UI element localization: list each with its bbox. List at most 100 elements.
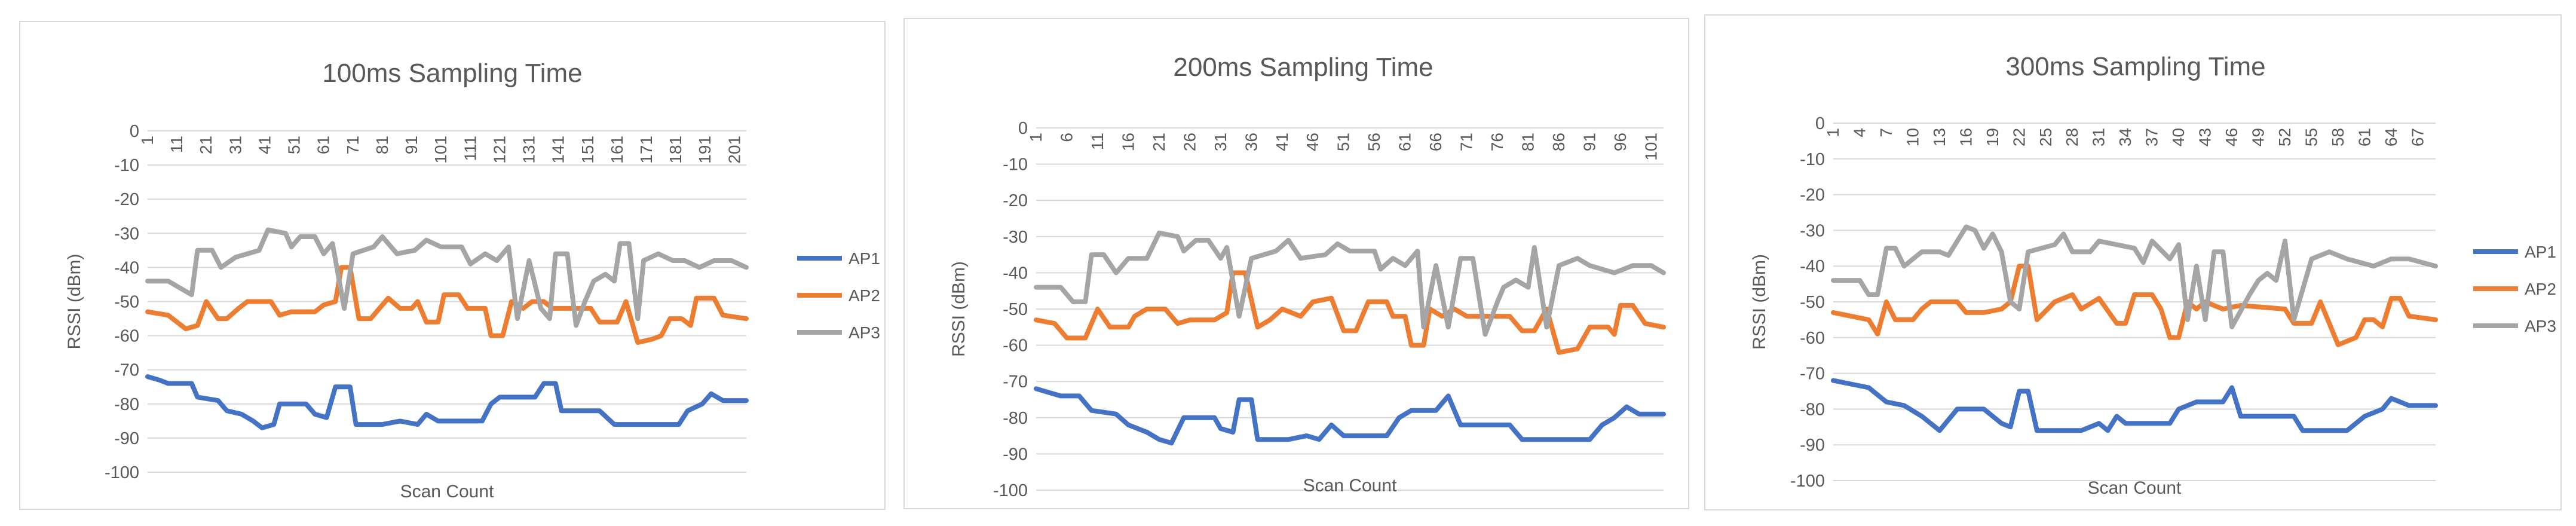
- y-tick-label: -50: [114, 293, 139, 312]
- x-tick-label: 16: [1956, 128, 1975, 146]
- series-line-ap1: [145, 374, 749, 430]
- x-tick-label: 101: [431, 136, 450, 164]
- x-tick-label: 1: [138, 136, 157, 145]
- y-tick-label: -90: [114, 429, 139, 448]
- x-tick-label: 101: [1641, 133, 1660, 161]
- x-tick-label: 21: [1150, 133, 1168, 151]
- x-tick-label: 151: [578, 136, 597, 164]
- x-tick-label: 58: [2329, 128, 2347, 146]
- chart-panel-300ms: 300ms Sampling Time 0 -10 -20 -30 -40 -50 -60 -7…: [1704, 14, 2562, 510]
- x-axis-label: Scan Count: [1303, 476, 1397, 496]
- chart-panel-100ms: 100ms Sampling Time 0 -10 -20 -30 -40 -50 -60 -7…: [19, 21, 886, 510]
- legend-label: AP3: [2525, 317, 2556, 335]
- legend-label: AP2: [2525, 280, 2556, 298]
- x-tick-label: 51: [285, 136, 304, 154]
- x-tick-label: 111: [461, 136, 479, 161]
- x-tick-label: 64: [2382, 128, 2400, 146]
- x-tick-label: 6: [1057, 133, 1076, 142]
- y-tick-label: -10: [1003, 155, 1028, 175]
- legend-label: AP1: [2525, 243, 2556, 261]
- x-tick-label: 11: [1088, 133, 1107, 150]
- x-tick-label: 51: [1334, 133, 1353, 151]
- y-tick-label: -20: [1003, 191, 1028, 210]
- x-tick-label: 16: [1119, 133, 1137, 151]
- chart-title: 300ms Sampling Time: [2005, 52, 2265, 81]
- x-tick-label: 52: [2275, 128, 2294, 146]
- y-tick-label: 0: [130, 122, 139, 141]
- x-tick-label: 41: [1273, 133, 1291, 151]
- y-tick-label: 0: [1018, 119, 1028, 138]
- y-axis-label: RSSI (dBm): [1750, 254, 1769, 350]
- y-tick-label: 0: [1815, 114, 1825, 133]
- y-tick-label: -60: [1800, 329, 1825, 348]
- y-tick-label: -100: [993, 481, 1028, 500]
- y-tick-label: -70: [114, 361, 139, 380]
- y-tick-label: -80: [1003, 409, 1028, 428]
- x-tick-label: 22: [2010, 128, 2028, 146]
- y-tick-label: -90: [1800, 436, 1825, 455]
- y-tick-label: -100: [1790, 472, 1825, 491]
- x-tick-label: 66: [1426, 133, 1445, 151]
- x-tick-label: 11: [167, 136, 186, 153]
- y-tick-label: -20: [1800, 186, 1825, 205]
- chart-panel-200ms: 200ms Sampling Time 0 -10 -20 -30 -40 -50 -60 -7…: [903, 18, 1689, 509]
- x-tick-label: 36: [1242, 133, 1260, 151]
- x-tick-label: 34: [2116, 128, 2134, 146]
- y-tick-label: -60: [1003, 337, 1028, 356]
- x-tick-label: 91: [402, 136, 421, 154]
- chart-title: 200ms Sampling Time: [1173, 53, 1433, 82]
- x-tick-label: 40: [2169, 128, 2188, 146]
- y-tick-label: -40: [1800, 257, 1825, 276]
- x-tick-label: 31: [1211, 133, 1230, 151]
- y-tick-label: -90: [1003, 445, 1028, 464]
- y-tick-label: -10: [114, 156, 139, 175]
- legend-label: AP1: [849, 249, 880, 268]
- x-tick-label: 61: [1396, 133, 1414, 151]
- y-tick-label: -30: [1003, 228, 1028, 247]
- x-axis-label: Scan Count: [400, 482, 494, 501]
- x-tick-label: 26: [1180, 133, 1199, 151]
- x-tick-label: 41: [255, 136, 274, 154]
- x-tick-label: 96: [1611, 133, 1629, 151]
- series-line-ap1: [1034, 386, 1666, 446]
- x-tick-label: 49: [2249, 128, 2268, 146]
- x-tick-label: 121: [490, 136, 509, 164]
- y-tick-label: -20: [114, 190, 139, 209]
- chart-svg-200ms: 200ms Sampling Time 0 -10 -20 -30 -40 -50 -60 -7…: [949, 53, 1666, 500]
- series-line-ap3: [1034, 230, 1666, 337]
- x-tick-label: 191: [696, 136, 714, 164]
- x-tick-label: 91: [1580, 133, 1598, 151]
- x-tick-label: 31: [2090, 128, 2108, 146]
- x-tick-label: 61: [2355, 128, 2373, 146]
- x-tick-label: 55: [2302, 128, 2320, 146]
- y-tick-label: -60: [114, 327, 139, 346]
- x-tick-label: 1: [1027, 133, 1045, 142]
- x-tick-label: 76: [1488, 133, 1506, 151]
- y-tick-label: -50: [1800, 293, 1825, 312]
- x-axis-label: Scan Count: [2088, 478, 2182, 498]
- y-tick-label: -40: [1003, 264, 1028, 283]
- series-line-ap1: [1831, 378, 2438, 433]
- x-tick-label: 19: [1983, 128, 2002, 146]
- y-tick-label: -50: [1003, 300, 1028, 319]
- y-tick-label: -70: [1800, 365, 1825, 384]
- x-tick-label: 46: [1303, 133, 1322, 151]
- x-tick-label: 71: [344, 136, 362, 154]
- x-tick-label: 131: [520, 136, 538, 164]
- series-line-ap2: [1034, 270, 1666, 355]
- x-tick-label: 10: [1903, 128, 1922, 146]
- x-tick-label: 171: [637, 136, 656, 164]
- x-tick-label: 67: [2408, 128, 2427, 146]
- y-tick-label: -10: [1800, 150, 1825, 169]
- x-tick-label: 21: [197, 136, 215, 154]
- x-tick-label: 28: [2063, 128, 2081, 146]
- x-tick-label: 13: [1930, 128, 1949, 146]
- x-tick-label: 25: [2036, 128, 2055, 146]
- x-tick-label: 161: [608, 136, 626, 164]
- series-line-ap3: [1831, 224, 2438, 329]
- x-tick-label: 1: [1824, 128, 1842, 137]
- x-tick-label: 4: [1850, 128, 1869, 137]
- series-line-ap2: [1831, 264, 2438, 347]
- x-tick-label: 181: [666, 136, 685, 164]
- x-tick-label: 46: [2222, 128, 2241, 146]
